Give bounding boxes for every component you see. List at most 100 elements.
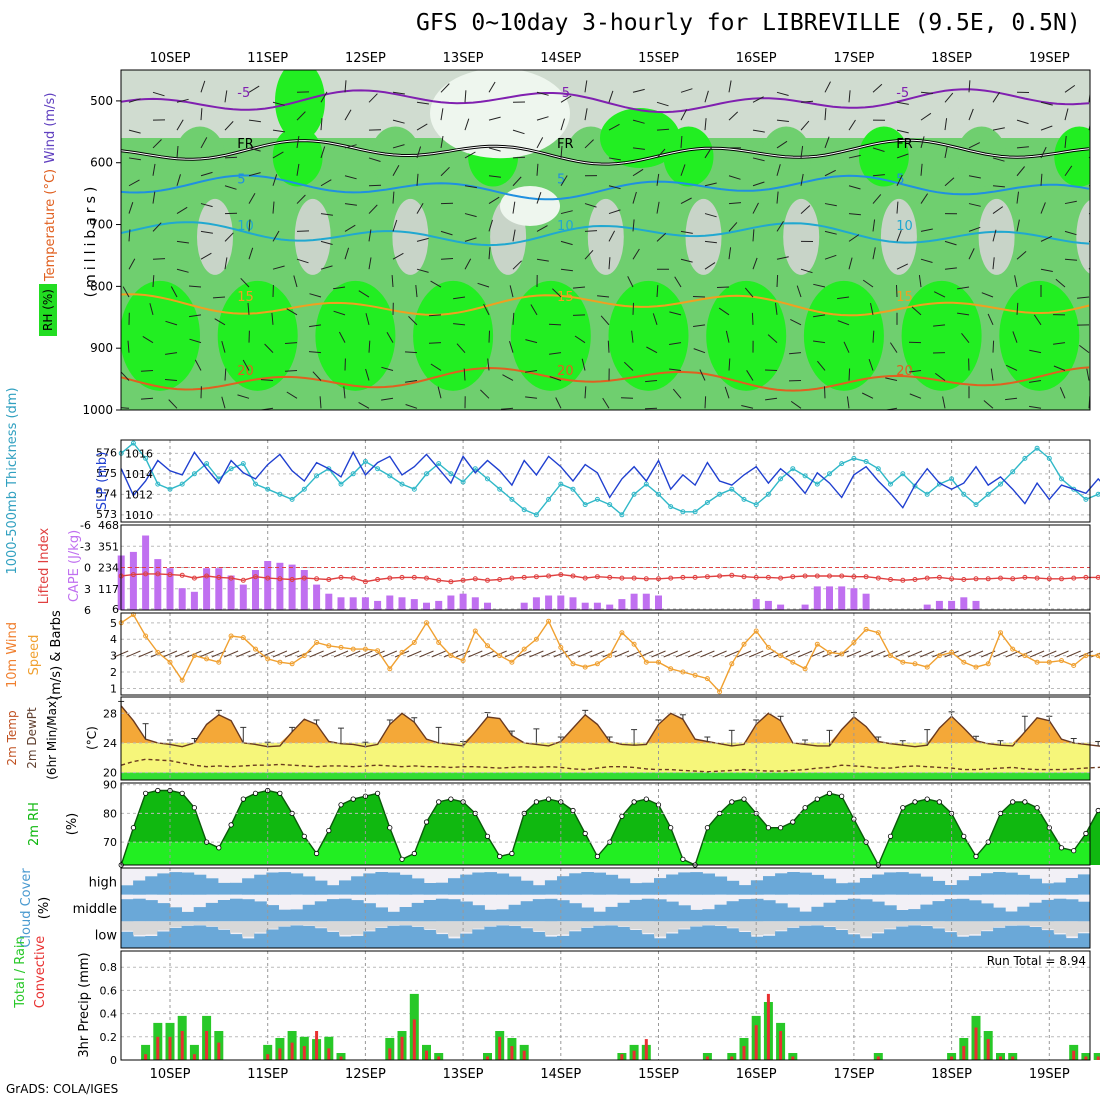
- wind-barb: [680, 230, 693, 234]
- y-axis-label: 2m Temp: [5, 710, 19, 765]
- wind-speed-line-point: [741, 641, 747, 647]
- wind-barb: [221, 396, 226, 409]
- wind-speed-line-point: [1034, 659, 1040, 665]
- rh-blob-low: [510, 280, 591, 391]
- cloud-clear-cell: [981, 921, 994, 931]
- cloud-cell: [326, 885, 340, 895]
- slp-line-point: [827, 471, 832, 477]
- cloud-cell: [641, 882, 655, 895]
- wind-barb: [1059, 387, 1066, 399]
- cloud-cell: [726, 880, 740, 895]
- wind-barb: [296, 111, 306, 121]
- cloud-cell: [569, 873, 582, 895]
- precip-convective-bar: [388, 1048, 392, 1060]
- wind-barb: [584, 203, 597, 208]
- wind-barb: [632, 248, 640, 260]
- lifted-index-line-point: [936, 574, 942, 580]
- rh-point: [900, 805, 906, 811]
- cape-bar: [325, 593, 333, 610]
- slp-line-point: [949, 476, 955, 482]
- y-axis-label: (m/s) & Barbs: [49, 610, 64, 700]
- cloud-cell: [1041, 899, 1055, 922]
- y-axis-label: Cloud Cover: [19, 868, 34, 948]
- slp-line-point: [460, 479, 466, 485]
- slp-line-point: [265, 486, 271, 492]
- cape-bar: [948, 600, 956, 610]
- wind-barb: [761, 650, 776, 658]
- isotherm-line: [121, 88, 1090, 114]
- wind-speed-line-point: [521, 646, 527, 652]
- cape-bar: [239, 584, 247, 610]
- wind-barb: [264, 343, 274, 354]
- cape-bar: [178, 588, 186, 610]
- rh-point: [448, 796, 454, 802]
- cape-bar: [569, 597, 577, 610]
- wind-barb: [149, 303, 154, 315]
- wind-barb: [176, 206, 188, 214]
- cloud-clear-cell: [266, 921, 279, 929]
- slp-line-point: [741, 496, 747, 502]
- rh-blob-mid: [1054, 126, 1090, 187]
- cloud-cell: [532, 885, 546, 895]
- isotherm-line: [121, 293, 1090, 317]
- cape-bar: [935, 600, 943, 610]
- wind-speed-line-point: [167, 659, 173, 665]
- wind-barb: [140, 397, 154, 400]
- rh-point: [582, 830, 588, 837]
- cloud-cell: [496, 925, 510, 948]
- y-tick-label: 900: [90, 341, 113, 355]
- cloud-cell: [339, 936, 352, 948]
- cape-bar: [618, 599, 626, 610]
- wind-barb: [785, 650, 800, 658]
- rh-blob-low: [217, 280, 298, 391]
- wind-barb: [368, 157, 381, 162]
- precip-convective-bar: [962, 1046, 966, 1060]
- lifted-index-line-point: [985, 576, 991, 582]
- wind-barb: [549, 352, 562, 355]
- wind-barb: [848, 257, 853, 270]
- cloud-cell: [472, 929, 485, 948]
- wind-barb: [942, 396, 946, 409]
- cloud-cell: [254, 901, 267, 922]
- y-tick-label: 0: [84, 562, 91, 575]
- cape-bar: [801, 604, 809, 610]
- wind-speed-line-point: [949, 649, 955, 655]
- wind-barb: [370, 650, 385, 658]
- wind-barb: [247, 302, 250, 315]
- wind-barb: [392, 219, 398, 232]
- date-label: 13SEP: [443, 1067, 484, 1082]
- wind-barb: [392, 165, 400, 176]
- wind-barb: [320, 118, 323, 131]
- rh-blob-low: [706, 280, 787, 391]
- cloud-frame: [120, 867, 1091, 949]
- precip-convective-bar: [620, 1054, 624, 1060]
- wind-barb: [918, 275, 922, 288]
- wind-barb: [1029, 379, 1042, 383]
- wind-barb: [165, 352, 178, 355]
- wind-barb: [728, 202, 742, 205]
- wind-barb: [968, 80, 971, 93]
- cloud-clear-cell: [884, 921, 897, 929]
- wind-barb: [1040, 235, 1053, 242]
- cloud-cell: [121, 931, 134, 948]
- wind-barb: [645, 379, 658, 383]
- cloud-cell: [544, 880, 558, 895]
- date-label: 17SEP: [833, 51, 874, 66]
- wind-barb: [430, 363, 442, 371]
- wind-barb: [344, 224, 356, 232]
- wind-barb: [1064, 165, 1073, 177]
- slp-line-point: [424, 471, 429, 477]
- cloud-clear-cell: [472, 921, 485, 929]
- wind-barb: [680, 135, 683, 148]
- wind-barb: [344, 80, 347, 93]
- wind-barb: [308, 351, 322, 354]
- cloud-cell: [411, 902, 425, 922]
- slp-line-point: [1083, 496, 1089, 502]
- wind-barb: [530, 304, 538, 316]
- wind-barb: [1014, 275, 1018, 288]
- lifted-index-line-point: [924, 575, 930, 581]
- cloud-cell: [823, 927, 837, 948]
- cloud-cell: [678, 929, 691, 948]
- cloud-cell: [738, 932, 752, 948]
- wind-barb: [861, 392, 874, 399]
